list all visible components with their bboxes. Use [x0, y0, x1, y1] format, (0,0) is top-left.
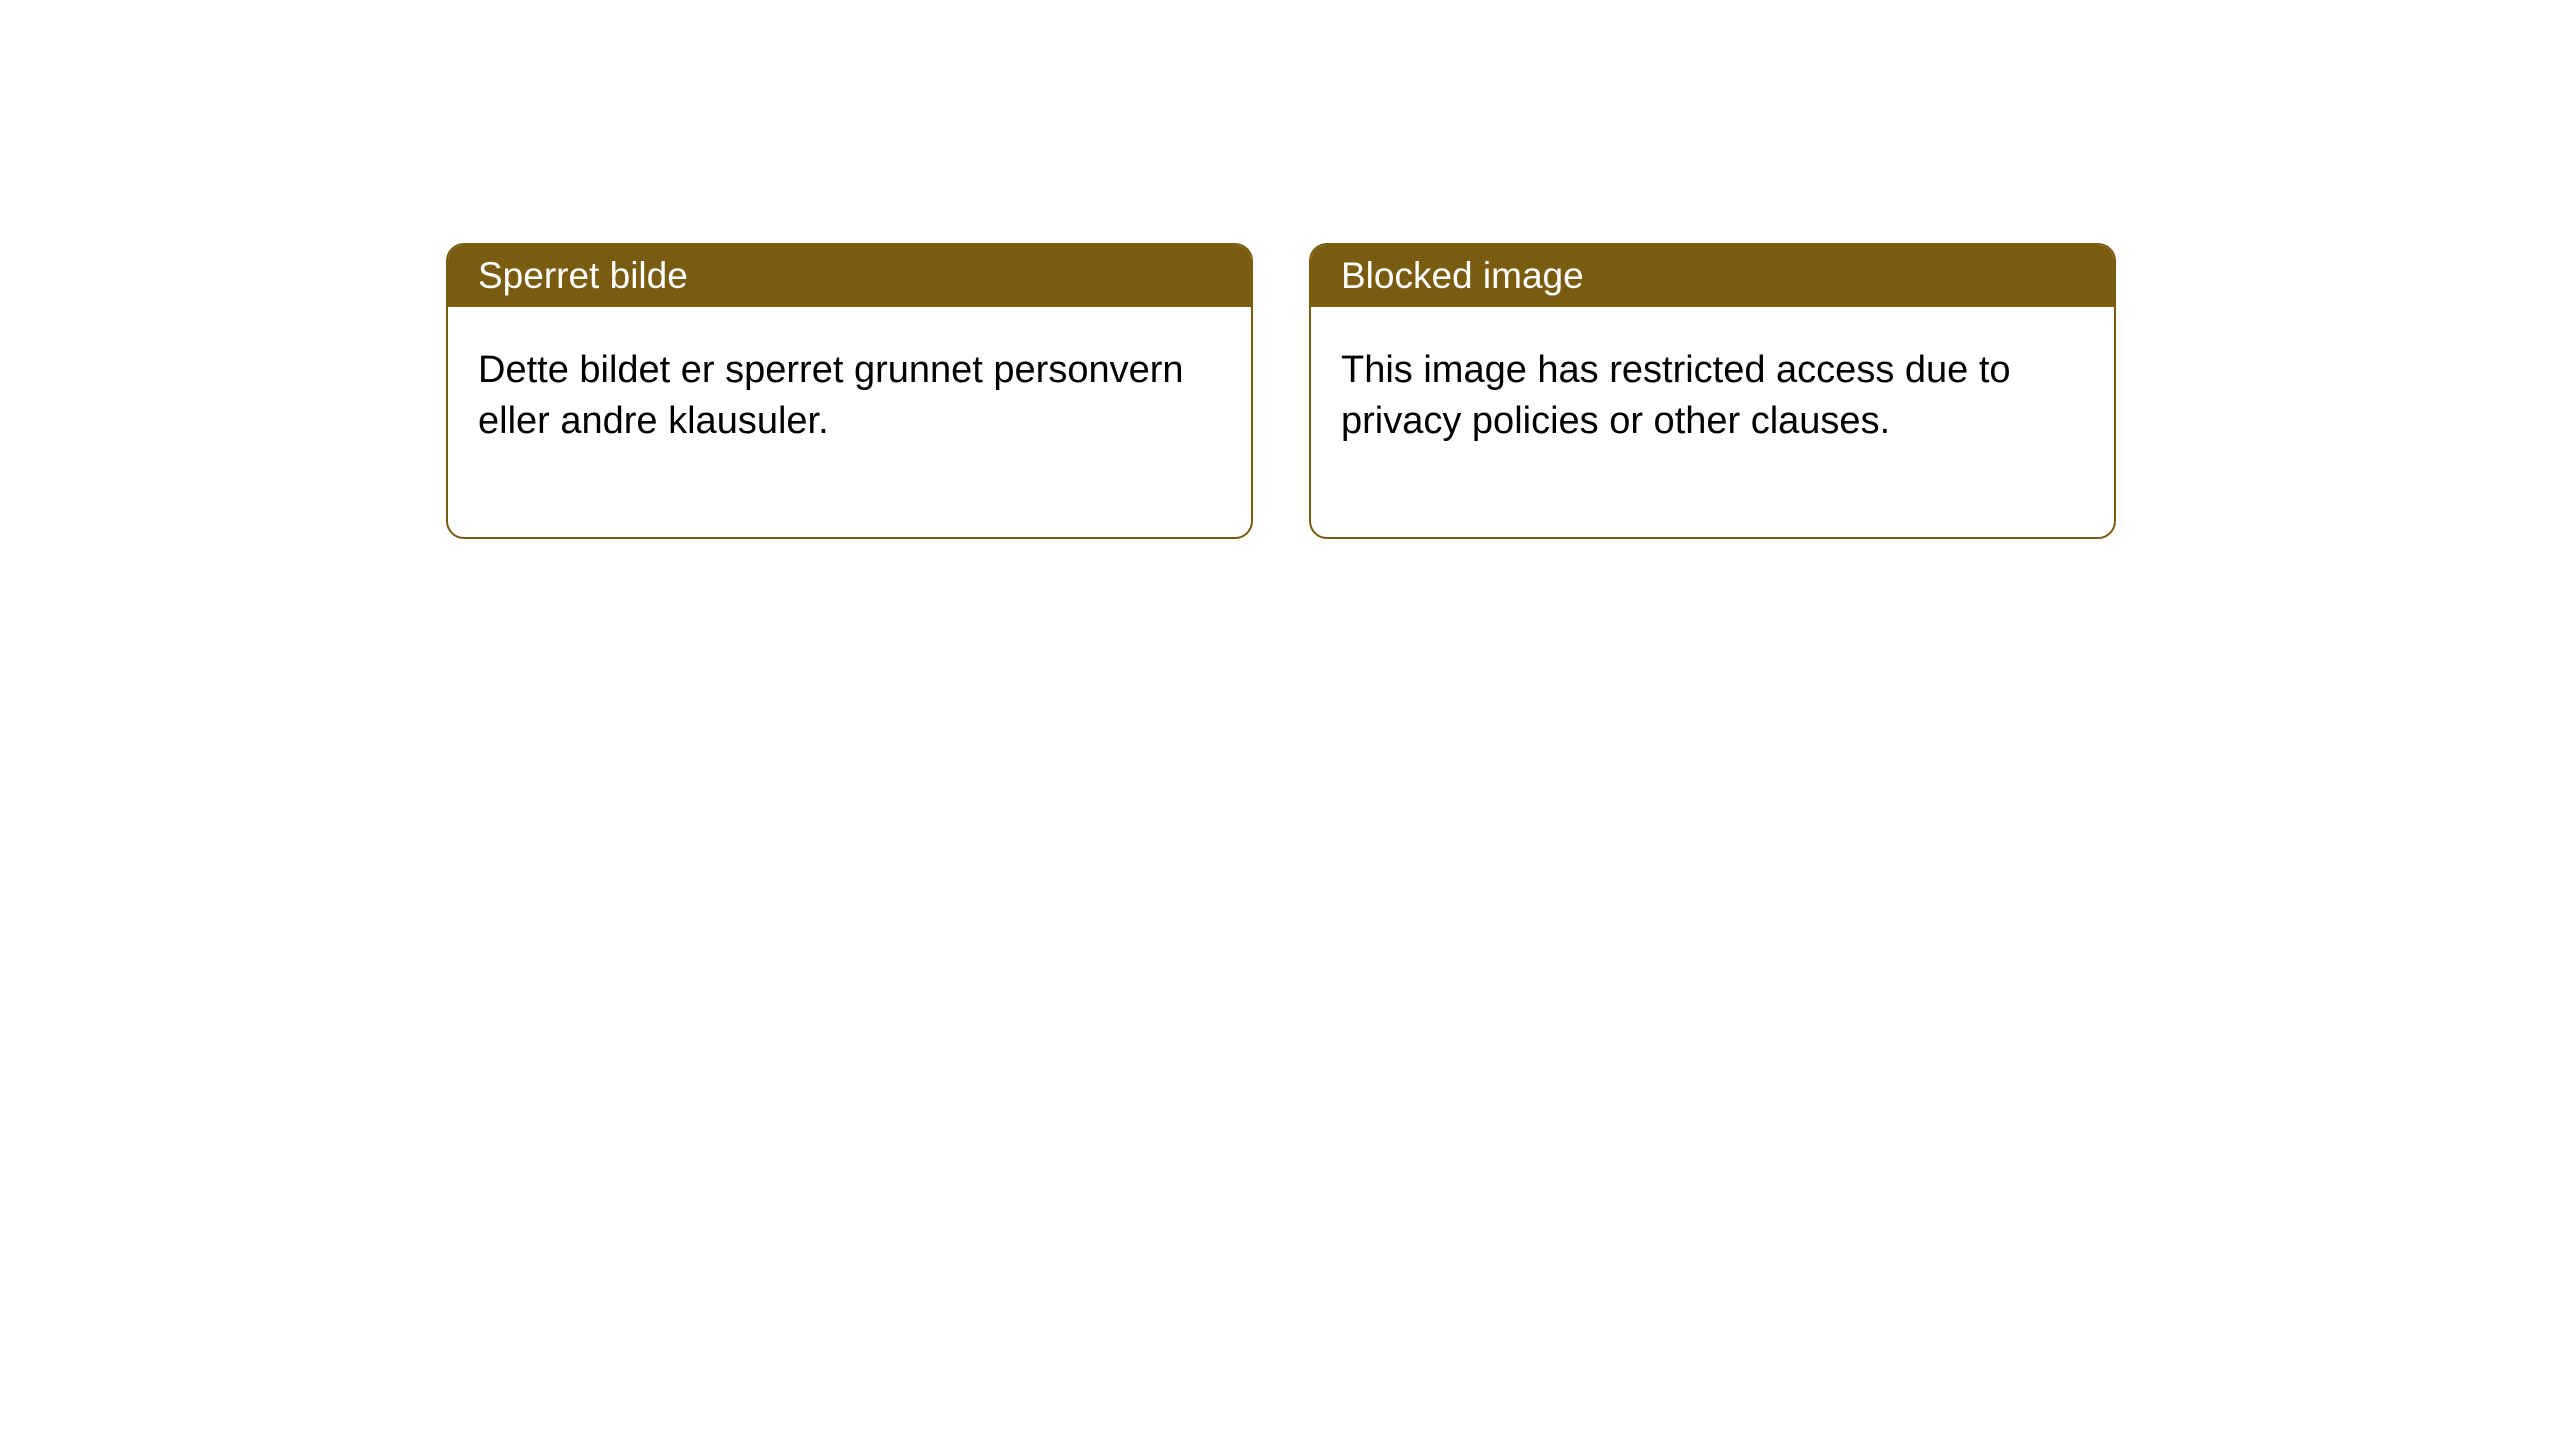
cards-container: Sperret bilde Dette bildet er sperret gr…	[0, 0, 2560, 539]
card-body: Dette bildet er sperret grunnet personve…	[448, 307, 1251, 537]
notice-card-norwegian: Sperret bilde Dette bildet er sperret gr…	[446, 243, 1253, 539]
card-title: Blocked image	[1311, 245, 2114, 307]
card-body: This image has restricted access due to …	[1311, 307, 2114, 537]
notice-card-english: Blocked image This image has restricted …	[1309, 243, 2116, 539]
card-title: Sperret bilde	[448, 245, 1251, 307]
